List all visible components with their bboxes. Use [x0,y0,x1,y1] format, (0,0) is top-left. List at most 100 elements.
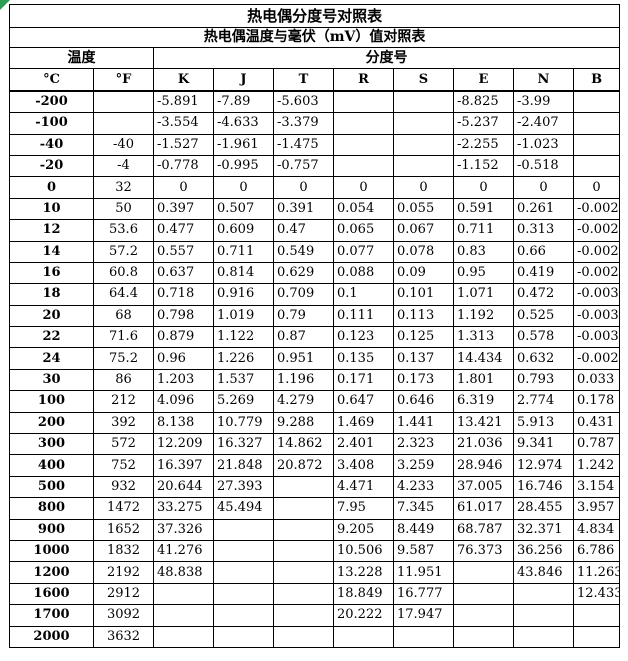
celsius-cell[interactable]: 100 [9,390,94,413]
mv-cell-s[interactable] [393,89,454,114]
mv-cell-k[interactable] [153,625,214,648]
celsius-cell[interactable]: 14 [9,240,94,263]
mv-cell-j[interactable]: 10.779 [213,411,274,435]
fahrenheit-cell[interactable]: 3092 [93,604,154,627]
mv-cell-e[interactable]: 1.192 [453,304,514,328]
fahrenheit-cell[interactable]: 64.4 [93,283,154,306]
mv-cell-s[interactable]: 3.259 [393,454,454,477]
mv-cell-k[interactable]: 20.644 [153,475,214,499]
mv-cell-k[interactable]: 0.397 [153,197,214,221]
mv-cell-k[interactable]: -5.891 [153,89,214,114]
mv-cell-n[interactable]: 0.525 [513,304,574,328]
table-title[interactable]: 热电偶分度号对照表 [8,4,621,28]
mv-cell-j[interactable]: 45.494 [213,497,274,520]
mv-cell-e[interactable]: 0.711 [453,219,514,242]
fahrenheit-cell[interactable]: 2192 [93,561,154,584]
fahrenheit-cell[interactable]: 3632 [93,625,154,648]
mv-cell-j[interactable]: 0.507 [213,197,274,221]
mv-cell-r[interactable]: 4.471 [333,475,394,499]
mv-cell-r[interactable]: 0.123 [333,326,394,349]
mv-cell-j[interactable] [213,518,274,541]
celsius-cell[interactable]: 16 [9,261,94,285]
mv-cell-t[interactable]: -0.757 [273,154,334,178]
mv-cell-r[interactable] [333,133,394,156]
mv-cell-k[interactable]: 12.209 [153,433,214,456]
mv-cell-e[interactable] [453,582,514,606]
celsius-cell[interactable]: 2000 [9,625,94,648]
mv-cell-e[interactable] [453,625,514,648]
mv-cell-b[interactable]: 3.154 [572,475,621,499]
mv-cell-t[interactable]: 1.196 [273,368,334,392]
mv-cell-e[interactable] [453,561,514,584]
fahrenheit-cell[interactable]: 68 [93,304,154,328]
celsius-cell[interactable]: 1200 [9,561,94,584]
mv-cell-t[interactable]: 0.79 [273,304,334,328]
mv-cell-j[interactable]: -4.633 [213,112,274,135]
mv-cell-n[interactable]: -3.99 [513,89,574,114]
mv-cell-t[interactable]: 0.951 [273,347,334,370]
celsius-cell[interactable]: 10 [9,197,94,221]
celsius-cell[interactable]: 300 [9,433,94,456]
mv-cell-b[interactable] [572,604,621,627]
mv-cell-j[interactable]: 0.916 [213,283,274,306]
mv-cell-t[interactable] [273,475,334,499]
mv-cell-b[interactable] [572,625,621,648]
mv-cell-s[interactable]: 16.777 [393,582,454,606]
mv-cell-n[interactable]: 32.371 [513,518,574,541]
mv-cell-j[interactable]: 21.848 [213,454,274,477]
mv-cell-k[interactable]: 0.557 [153,240,214,263]
mv-cell-s[interactable]: 4.233 [393,475,454,499]
fahrenheit-cell[interactable]: 86 [93,368,154,392]
mv-cell-k[interactable]: 0.637 [153,261,214,285]
mv-cell-n[interactable]: 0.419 [513,261,574,285]
mv-cell-e[interactable]: 0.591 [453,197,514,221]
mv-cell-s[interactable]: 0.067 [393,219,454,242]
celsius-cell[interactable]: 22 [9,326,94,349]
mv-cell-t[interactable]: 0.47 [273,219,334,242]
celsius-cell[interactable]: 800 [9,497,94,520]
mv-cell-t[interactable]: 9.288 [273,411,334,435]
mv-cell-e[interactable]: 0.83 [453,240,514,263]
mv-cell-n[interactable]: 2.774 [513,390,574,413]
mv-cell-k[interactable]: 48.838 [153,561,214,584]
celsius-cell[interactable]: -100 [9,112,94,135]
mv-cell-t[interactable]: 14.862 [273,433,334,456]
celsius-cell[interactable]: 20 [9,304,94,328]
mv-cell-r[interactable]: 7.95 [333,497,394,520]
mv-cell-s[interactable] [393,133,454,156]
mv-cell-b[interactable]: 4.834 [572,518,621,541]
mv-cell-s[interactable]: 17.947 [393,604,454,627]
mv-cell-r[interactable]: 0.647 [333,390,394,413]
mv-cell-s[interactable]: 0.078 [393,240,454,263]
mv-cell-e[interactable]: 68.787 [453,518,514,541]
mv-cell-b[interactable]: 6.786 [572,539,621,563]
celsius-cell[interactable]: 1700 [9,604,94,627]
mv-cell-j[interactable]: 0.814 [213,261,274,285]
mv-cell-k[interactable]: 0.477 [153,219,214,242]
celsius-cell[interactable]: 0 [9,176,94,199]
mv-cell-r[interactable]: 0.065 [333,219,394,242]
mv-cell-b[interactable]: 3.957 [572,497,621,520]
mv-cell-r[interactable]: 13.228 [333,561,394,584]
column-header-r[interactable]: R [333,68,394,92]
mv-cell-t[interactable]: 20.872 [273,454,334,477]
mv-cell-r[interactable]: 0.135 [333,347,394,370]
mv-cell-t[interactable]: -1.475 [273,133,334,156]
celsius-cell[interactable]: 12 [9,219,94,242]
mv-cell-r[interactable]: 2.401 [333,433,394,456]
fahrenheit-cell[interactable]: -40 [93,133,154,156]
column-header-b[interactable]: B [572,68,621,92]
mv-cell-e[interactable]: 1.801 [453,368,514,392]
mv-cell-r[interactable]: 0.111 [333,304,394,328]
mv-cell-n[interactable]: 16.746 [513,475,574,499]
mv-cell-t[interactable]: 0.391 [273,197,334,221]
column-header-n[interactable]: N [513,68,574,92]
celsius-cell[interactable]: 1000 [9,539,94,563]
mv-cell-e[interactable]: 76.373 [453,539,514,563]
fahrenheit-cell[interactable]: 932 [93,475,154,499]
mv-cell-s[interactable]: 1.441 [393,411,454,435]
celsius-cell[interactable]: -200 [9,89,94,114]
mv-cell-n[interactable] [513,582,574,606]
mv-cell-n[interactable]: 36.256 [513,539,574,563]
mv-cell-r[interactable]: 3.408 [333,454,394,477]
